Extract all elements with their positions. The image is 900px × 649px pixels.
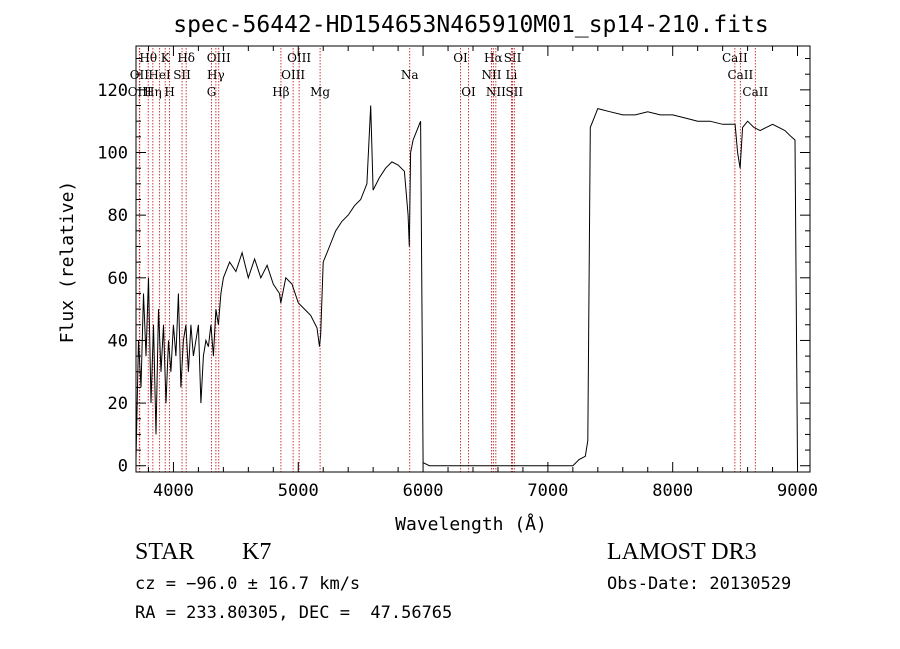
- line-marker-label: OIII: [287, 51, 311, 65]
- line-marker-label: G: [207, 85, 217, 99]
- axes: [135, 45, 811, 473]
- line-marker-label: OIII: [128, 85, 152, 99]
- ra-dec: RA = 233.80305, DEC = 47.56765: [135, 603, 453, 623]
- redshift-velocity: cz = −96.0 ± 16.7 km/s: [135, 574, 361, 594]
- spectrum-line: [135, 105, 798, 467]
- line-marker-label: Hθ: [139, 51, 157, 65]
- line-marker-label: NII: [481, 68, 501, 82]
- line-marker-label: OIII: [281, 68, 305, 82]
- line-marker-label: CaII: [742, 85, 768, 99]
- line-marker-label: Hγ: [207, 68, 225, 82]
- y-tick-label: 40: [108, 331, 128, 351]
- line-marker-label: HeI: [148, 68, 171, 82]
- x-tick-label: 6000: [403, 481, 444, 501]
- y-tick-label: 120: [97, 81, 128, 101]
- axis-ticks: 4000 5000 6000 7000 8000 9000 0 20 40 60 80 100 120: [97, 46, 818, 501]
- survey-name: LAMOST DR3: [607, 539, 757, 565]
- object-subclass: K7: [242, 539, 272, 565]
- line-marker-label: Li: [506, 68, 518, 82]
- line-marker-label: Hη: [144, 85, 162, 99]
- line-marker-label: CaII: [727, 68, 753, 82]
- line-marker-label: SII: [505, 85, 523, 99]
- y-tick-label: 20: [108, 394, 128, 414]
- observation-date: Obs-Date: 20130529: [607, 574, 792, 594]
- line-marker-label: OI: [453, 51, 468, 65]
- line-marker-label: CaII: [722, 51, 748, 65]
- object-class: STAR: [135, 539, 195, 565]
- x-tick-label: 4000: [153, 481, 194, 501]
- line-marker-label: SII: [504, 51, 522, 65]
- chart-title: spec-56442-HD154653N465910M01_sp14-210.f…: [173, 12, 768, 38]
- x-tick-label: 8000: [652, 481, 693, 501]
- y-axis-label: Flux (relative): [57, 181, 78, 344]
- line-marker-label: Hβ: [272, 85, 289, 99]
- line-marker-label: Mg: [310, 85, 330, 99]
- line-marker-label: Hδ: [177, 51, 195, 65]
- x-tick-label: 9000: [777, 481, 818, 501]
- line-marker-label: K: [161, 51, 171, 65]
- x-axis-label: Wavelength (Å): [395, 513, 547, 535]
- plot-frame: [135, 45, 811, 473]
- y-tick-label: 100: [97, 144, 128, 164]
- y-tick-label: 0: [118, 457, 128, 477]
- x-tick-label: 5000: [278, 481, 319, 501]
- line-marker-label: OIII: [207, 51, 231, 65]
- y-tick-label: 60: [108, 269, 128, 289]
- line-marker-label: OI: [461, 85, 476, 99]
- line-marker-label: H: [164, 85, 174, 99]
- line-marker-label: Hα: [484, 51, 503, 65]
- line-marker-label: Na: [401, 68, 419, 82]
- x-tick-label: 7000: [527, 481, 568, 501]
- y-tick-label: 80: [108, 206, 128, 226]
- line-marker-label: SII: [173, 68, 191, 82]
- line-marker-label: NII: [486, 85, 506, 99]
